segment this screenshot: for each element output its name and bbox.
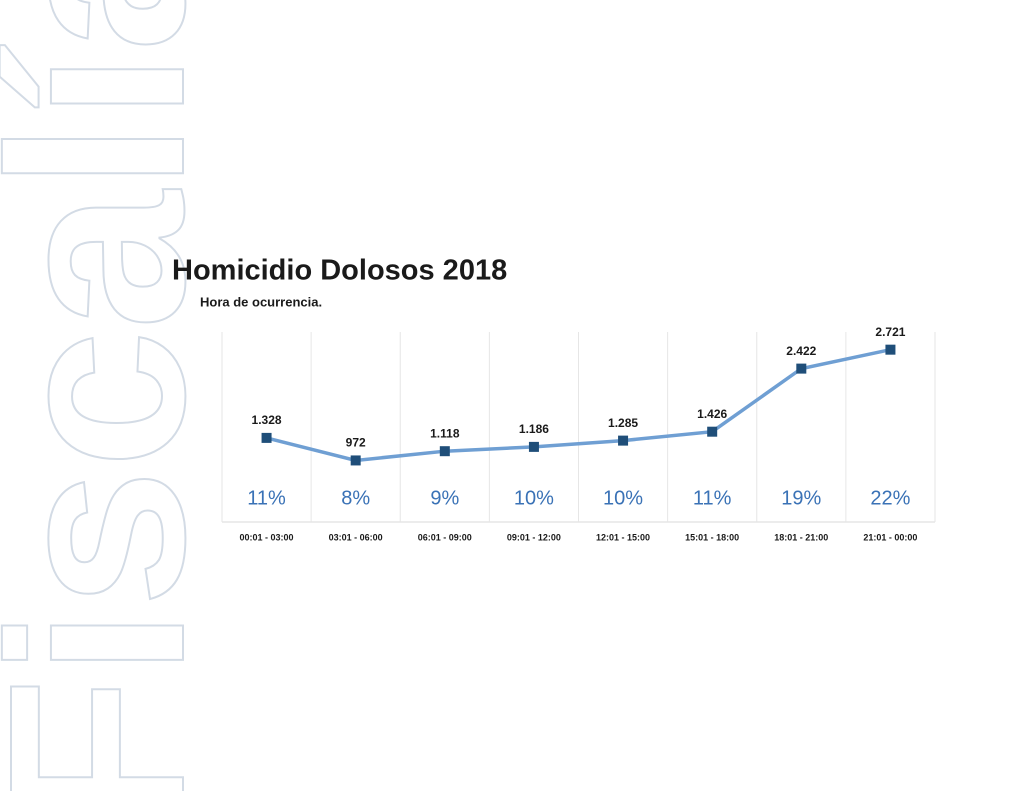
value-label: 972 (346, 436, 366, 450)
marker (439, 446, 450, 457)
chart-subtitle: Hora de ocurrencia. (200, 294, 322, 309)
percent-label: 11% (693, 487, 732, 509)
value-label: 1.285 (608, 416, 638, 430)
x-tick-label: 12:01 - 15:00 (596, 532, 650, 542)
marker (618, 435, 629, 446)
x-tick-label: 09:01 - 12:00 (507, 532, 561, 542)
value-label: 1.426 (697, 407, 727, 421)
chart-title: Homicidio Dolosos 2018 (172, 255, 507, 287)
line (266, 347, 891, 463)
x-tick-label: 18:01 - 21:00 (774, 532, 828, 542)
percent-label: 9% (430, 487, 459, 509)
percent-label: 10% (514, 487, 554, 509)
percent-label: 11% (247, 487, 286, 509)
marker (261, 432, 272, 443)
x-tick-label: 03:01 - 06:00 (329, 532, 383, 542)
x-tick-label: 21:01 - 00:00 (863, 532, 917, 542)
marker (707, 426, 718, 437)
marker (885, 344, 896, 355)
value-label: 1.186 (519, 422, 549, 436)
value-label: 2.721 (875, 325, 905, 339)
percent-label: 8% (341, 487, 370, 509)
x-tick-label: 15:01 - 18:00 (685, 532, 739, 542)
value-label: 2.422 (786, 344, 816, 358)
percent-label: 19% (781, 487, 821, 509)
marker (350, 455, 361, 466)
marker (528, 441, 539, 452)
value-label: 1.118 (430, 426, 460, 440)
x-tick-label: 00:01 - 03:00 (240, 532, 294, 542)
value-label: 1.328 (252, 413, 282, 427)
percent-label: 22% (870, 487, 910, 509)
marker (796, 363, 807, 374)
watermark: Fiscalía (0, 0, 236, 791)
percent-label: 10% (603, 487, 643, 509)
x-tick-label: 06:01 - 09:00 (418, 532, 472, 542)
